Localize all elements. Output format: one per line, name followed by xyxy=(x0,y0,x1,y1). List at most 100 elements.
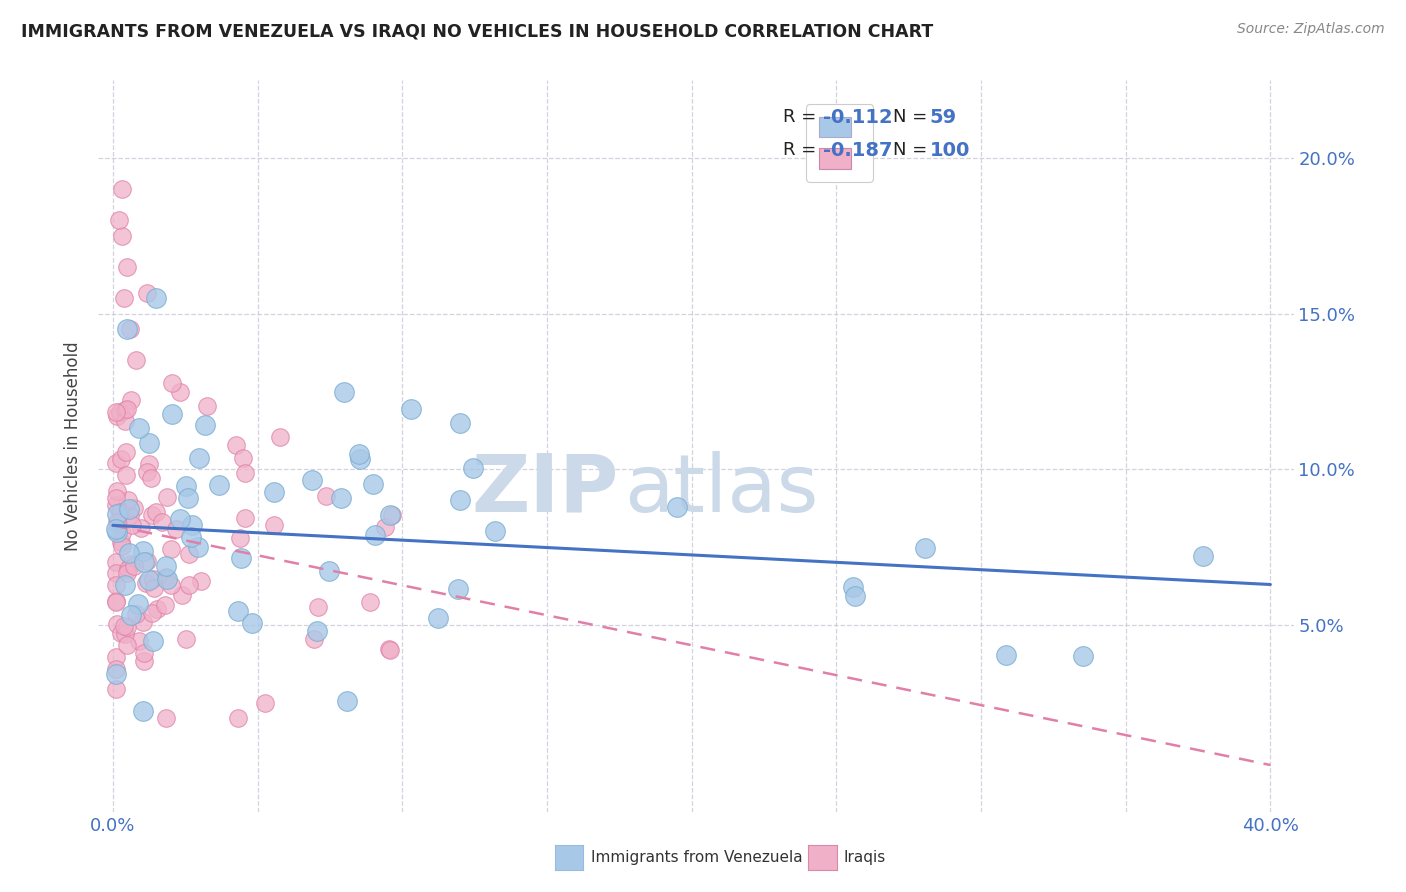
Point xyxy=(114,578,136,592)
Point xyxy=(187,451,209,466)
Point xyxy=(240,616,263,631)
Point xyxy=(160,541,183,556)
Legend: , : , xyxy=(806,104,873,182)
Point xyxy=(146,602,169,616)
Point xyxy=(315,489,337,503)
Point xyxy=(108,505,131,519)
Point xyxy=(105,650,128,665)
Point xyxy=(115,468,138,483)
Point xyxy=(179,547,201,561)
Point xyxy=(155,598,177,612)
Point xyxy=(233,511,256,525)
Point xyxy=(135,554,157,568)
Point xyxy=(120,322,142,336)
Point xyxy=(446,582,468,596)
Text: Iraqis: Iraqis xyxy=(844,850,886,864)
Point xyxy=(132,654,155,668)
Point xyxy=(122,558,145,573)
Point xyxy=(138,573,160,587)
Text: 100: 100 xyxy=(929,141,970,160)
Point xyxy=(162,376,184,390)
Point xyxy=(117,260,139,274)
Point xyxy=(132,646,155,660)
Point xyxy=(155,711,177,725)
Point xyxy=(107,213,129,227)
Point xyxy=(399,402,422,417)
Point xyxy=(463,460,485,475)
Point xyxy=(333,384,356,399)
Point xyxy=(135,286,157,301)
Point xyxy=(128,634,150,648)
Point xyxy=(104,667,127,681)
Point xyxy=(118,509,141,524)
Point xyxy=(160,407,183,421)
Point xyxy=(381,508,404,522)
Text: N =: N = xyxy=(893,141,932,159)
Point xyxy=(844,589,866,603)
Point xyxy=(263,485,285,500)
Point xyxy=(914,541,936,556)
Point xyxy=(378,642,401,657)
Point xyxy=(104,595,127,609)
Point xyxy=(104,491,127,506)
Point xyxy=(117,401,139,416)
Point xyxy=(380,508,402,523)
Text: Source: ZipAtlas.com: Source: ZipAtlas.com xyxy=(1237,22,1385,37)
Point xyxy=(229,550,252,565)
Point xyxy=(120,393,142,408)
Point xyxy=(117,620,139,634)
Point xyxy=(426,611,449,625)
Text: N =: N = xyxy=(893,108,932,126)
Point xyxy=(107,483,129,498)
Point xyxy=(142,572,165,586)
Point xyxy=(377,642,399,657)
Point xyxy=(117,322,139,336)
Point xyxy=(134,555,156,569)
Point xyxy=(112,619,135,633)
Point xyxy=(105,409,128,424)
Point xyxy=(138,458,160,472)
Point xyxy=(145,504,167,518)
Point xyxy=(841,581,863,595)
Point xyxy=(139,471,162,485)
Point xyxy=(232,451,254,466)
Point xyxy=(138,436,160,450)
Text: ZIP: ZIP xyxy=(471,450,619,529)
Point xyxy=(449,416,471,430)
Point xyxy=(117,638,139,652)
Point xyxy=(305,624,328,638)
Point xyxy=(128,421,150,435)
Text: Immigrants from Venezuela: Immigrants from Venezuela xyxy=(591,850,803,864)
Point xyxy=(135,465,157,479)
Point xyxy=(114,445,136,459)
Point xyxy=(1071,649,1094,664)
Point xyxy=(104,662,127,676)
Point xyxy=(105,498,128,512)
Point xyxy=(174,479,197,493)
Point xyxy=(110,625,132,640)
Point xyxy=(335,694,357,708)
Point xyxy=(135,576,157,591)
Point xyxy=(484,524,506,539)
Point xyxy=(226,604,249,618)
Point xyxy=(118,546,141,560)
Point xyxy=(155,558,177,573)
Point xyxy=(104,566,127,580)
Point xyxy=(104,456,127,470)
Point xyxy=(115,566,138,580)
Point xyxy=(105,525,128,540)
Point xyxy=(110,228,132,243)
Point xyxy=(190,574,212,588)
Point xyxy=(169,512,191,526)
Point xyxy=(269,430,291,444)
Point xyxy=(142,634,165,648)
Point xyxy=(117,492,139,507)
Point xyxy=(114,291,136,305)
Point xyxy=(108,405,131,419)
Point xyxy=(194,418,217,433)
Point xyxy=(374,519,396,533)
Point xyxy=(127,597,149,611)
Point xyxy=(105,507,128,521)
Point xyxy=(347,447,370,461)
Point xyxy=(169,384,191,399)
